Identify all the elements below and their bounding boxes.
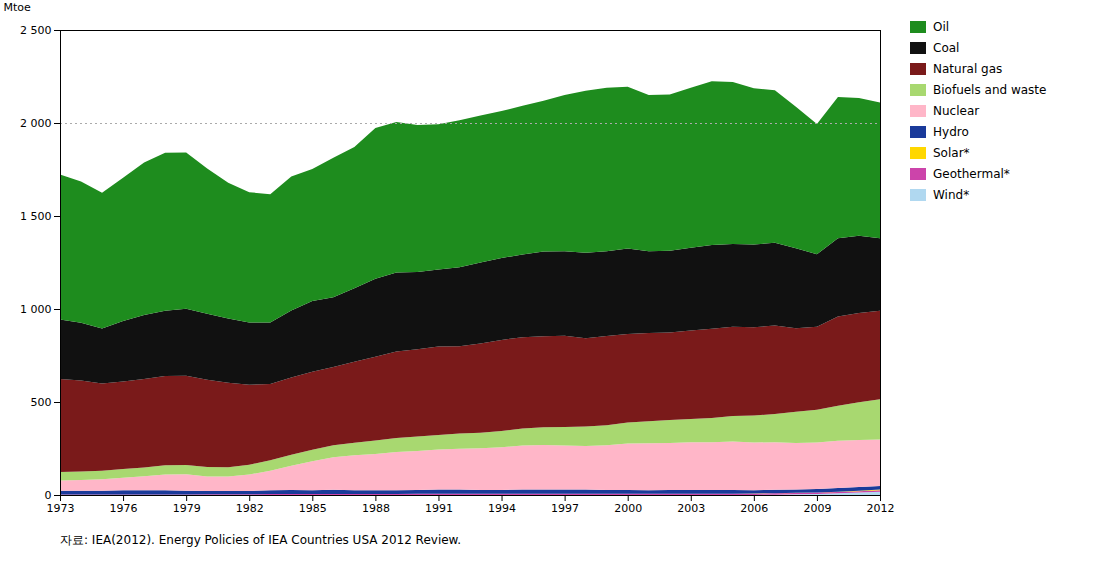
- svg-text:2000: 2000: [614, 502, 642, 515]
- svg-text:1 000: 1 000: [20, 303, 52, 316]
- svg-text:1997: 1997: [551, 502, 579, 515]
- html-text:자료: IEA(2012). Energy Policies: 자료: IEA(2012). Energy Policies of IEA Co…: [60, 533, 462, 547]
- svg-text:2006: 2006: [740, 502, 768, 515]
- html-text:Biofuels and waste: Biofuels and waste: [933, 83, 1047, 97]
- svg-text:1994: 1994: [488, 502, 516, 515]
- svg-text:2012: 2012: [867, 502, 895, 515]
- svg-text:1985: 1985: [299, 502, 327, 515]
- svg-text:1988: 1988: [362, 502, 390, 515]
- html-text:Solar*: Solar*: [933, 146, 970, 160]
- html-text:Geothermal*: Geothermal*: [933, 167, 1010, 181]
- svg-text:2 500: 2 500: [20, 24, 52, 37]
- html-text:Nuclear: Nuclear: [933, 104, 980, 118]
- svg-text:500: 500: [31, 396, 52, 409]
- svg-text:1991: 1991: [425, 502, 453, 515]
- svg-text:1 500: 1 500: [20, 210, 52, 223]
- svg-text:1973: 1973: [47, 502, 75, 515]
- svg-text:Mtoe: Mtoe: [4, 1, 32, 14]
- html-text:Oil: Oil: [933, 20, 950, 34]
- svg-text:2003: 2003: [677, 502, 705, 515]
- svg-text:0: 0: [45, 489, 52, 502]
- svg-text:2009: 2009: [803, 502, 831, 515]
- svg-text:2 000: 2 000: [20, 117, 52, 130]
- html-text:Natural gas: Natural gas: [933, 62, 1003, 76]
- html-text:Hydro: Hydro: [933, 125, 969, 139]
- svg-text:1982: 1982: [236, 502, 264, 515]
- svg-text:1979: 1979: [173, 502, 201, 515]
- svg-text:1976: 1976: [110, 502, 138, 515]
- html-text:Coal: Coal: [933, 41, 960, 55]
- html-text:Wind*: Wind*: [933, 188, 970, 202]
